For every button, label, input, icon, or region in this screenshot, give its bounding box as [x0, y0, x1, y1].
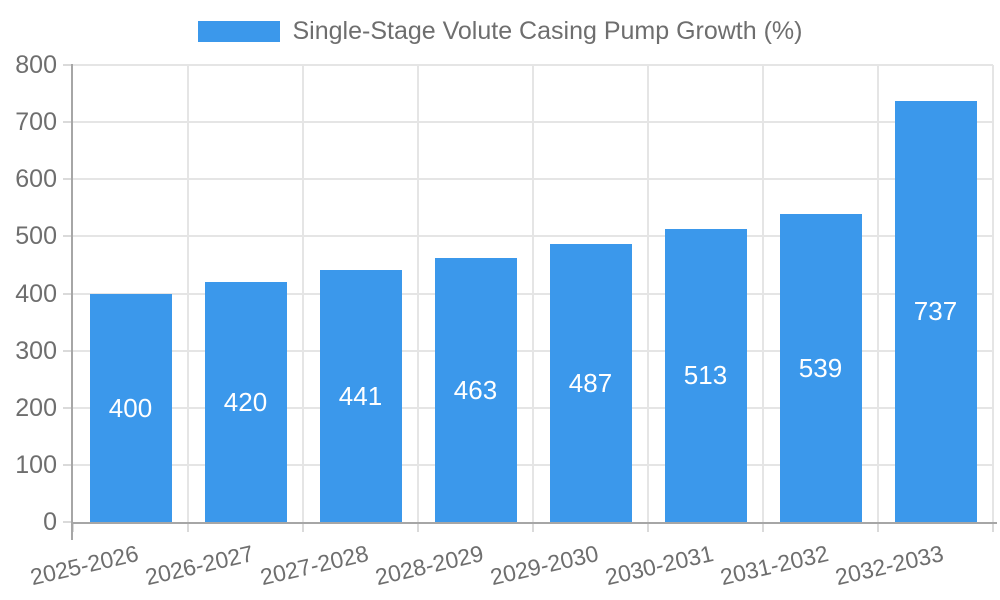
bar-2028-2029[interactable] — [434, 257, 517, 522]
y-tick-mark — [63, 235, 73, 238]
y-tick-mark — [63, 463, 73, 466]
x-tick-mark — [992, 522, 994, 532]
x-tick-label: 2030-2031 — [602, 540, 716, 591]
y-axis-line — [71, 64, 73, 540]
x-gridline — [302, 65, 304, 522]
y-tick-mark — [63, 64, 73, 66]
y-tick-label: 500 — [15, 222, 57, 251]
bar-value-label: 400 — [108, 392, 153, 423]
x-gridline — [647, 65, 649, 522]
x-tick-mark — [187, 522, 189, 532]
x-gridline — [992, 65, 994, 522]
bar-2027-2028[interactable] — [319, 270, 402, 522]
y-tick-mark — [63, 292, 73, 295]
y-tick-mark — [63, 178, 73, 181]
bar-value-label: 487 — [568, 367, 613, 398]
y-tick-mark — [63, 406, 73, 409]
legend-swatch-icon — [197, 20, 280, 42]
y-tick-label: 200 — [15, 393, 57, 422]
bar-value-label: 513 — [683, 360, 728, 391]
y-tick-label: 600 — [15, 165, 57, 194]
bar-value-label: 737 — [913, 296, 958, 327]
y-tick-label: 0 — [43, 508, 57, 536]
x-tick-label: 2027-2028 — [257, 540, 371, 591]
y-tick-mark — [63, 521, 73, 523]
x-gridline — [187, 65, 189, 522]
y-tick-label: 400 — [15, 279, 57, 308]
bar-2032-2033[interactable] — [894, 100, 977, 522]
x-tick-mark — [417, 522, 419, 532]
bar-2030-2031[interactable] — [664, 228, 747, 522]
bar-2025-2026[interactable] — [89, 293, 172, 522]
x-tick-mark — [532, 522, 534, 532]
x-tick-mark — [762, 522, 764, 532]
x-axis-line — [71, 522, 997, 524]
x-tick-mark — [302, 522, 304, 532]
x-tick-mark — [877, 522, 879, 532]
bar-2026-2027[interactable] — [204, 282, 287, 522]
bar-2029-2030[interactable] — [549, 243, 632, 522]
legend[interactable]: Single-Stage Volute Casing Pump Growth (… — [0, 17, 1000, 45]
y-tick-label: 800 — [15, 51, 57, 79]
bar-value-label: 463 — [453, 374, 498, 405]
x-tick-label: 2025-2026 — [27, 540, 141, 591]
y-tick-mark — [63, 121, 73, 124]
x-tick-mark — [647, 522, 649, 532]
x-tick-mark — [72, 522, 74, 532]
x-tick-label: 2031-2032 — [717, 540, 831, 591]
bar-2031-2032[interactable] — [779, 214, 862, 522]
bar-value-label: 441 — [338, 381, 383, 412]
legend-label: Single-Stage Volute Casing Pump Growth (… — [292, 17, 803, 45]
x-gridline — [762, 65, 764, 522]
y-tick-mark — [63, 349, 73, 352]
y-tick-label: 700 — [15, 108, 57, 137]
y-tick-label: 100 — [15, 450, 57, 479]
x-tick-label: 2028-2029 — [372, 540, 486, 591]
y-tick-label: 300 — [15, 336, 57, 365]
x-tick-label: 2026-2027 — [142, 540, 256, 591]
bar-value-label: 539 — [798, 353, 843, 384]
x-gridline — [877, 65, 879, 522]
x-gridline — [417, 65, 419, 522]
x-tick-label: 2029-2030 — [487, 540, 601, 591]
bar-value-label: 420 — [223, 387, 268, 418]
x-tick-label: 2032-2033 — [832, 540, 946, 591]
x-gridline — [532, 65, 534, 522]
